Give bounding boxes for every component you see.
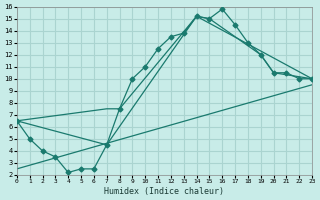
X-axis label: Humidex (Indice chaleur): Humidex (Indice chaleur) [104,187,224,196]
